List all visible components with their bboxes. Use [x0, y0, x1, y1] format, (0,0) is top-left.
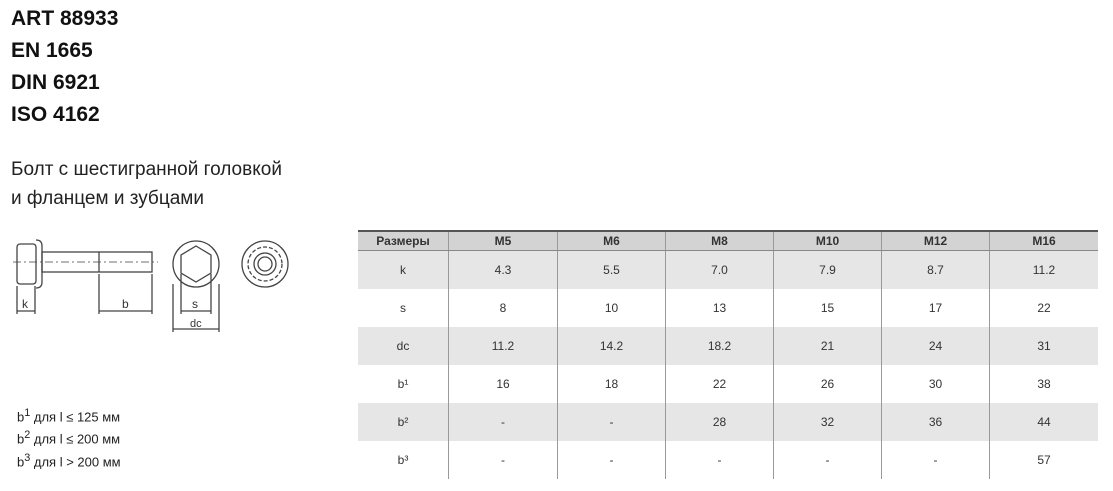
table-cell: 57 — [989, 441, 1098, 479]
table-cell: - — [881, 441, 990, 479]
bolt-top-view: s dc — [172, 240, 220, 332]
table-cell: 26 — [773, 365, 882, 403]
table-cell: 10 — [557, 289, 666, 327]
dimensions-table: Размеры M5 M6 M8 M10 M12 M16 k 4.3 5.5 7.0 7… — [358, 230, 1098, 479]
bolt-technical-drawing: k b s dc — [13, 239, 289, 332]
b-length-notes: b1 для l ≤ 125 мм b2 для l ≤ 200 мм b3 д… — [17, 404, 121, 471]
table-cell: - — [557, 403, 666, 441]
table-cell: 24 — [881, 327, 990, 365]
table-cell: 36 — [881, 403, 990, 441]
table-cell: 16 — [448, 365, 558, 403]
table-cell: 4.3 — [448, 250, 558, 289]
table-cell: 5.5 — [557, 250, 666, 289]
note-b3: b3 для l > 200 мм — [17, 451, 121, 469]
table-row: b² - -28 32 36 44 — [358, 403, 1098, 441]
standard-iso: ISO 4162 — [11, 103, 100, 126]
label-dc: dc — [190, 318, 202, 330]
description-line-1: Болт с шестигранной головкой — [11, 159, 282, 180]
table-cell: 8 — [448, 289, 558, 327]
table-row: k 4.3 5.5 7.0 7.9 8.7 11.2 — [358, 250, 1098, 289]
table-header-row: Размеры M5 M6 M8 M10 M12 M16 — [358, 230, 1098, 251]
table-cell: - — [773, 441, 882, 479]
table-cell: - — [448, 403, 558, 441]
table-cell: - — [448, 441, 558, 479]
header-m12: M12 — [881, 230, 990, 251]
header-m16: M16 — [989, 230, 1098, 251]
product-description: Болт с шестигранной головкой и фланцем и… — [11, 155, 282, 213]
row-label: k — [358, 250, 449, 289]
table-cell: - — [557, 441, 666, 479]
standard-art: ART 88933 — [11, 7, 119, 30]
table-cell: 11.2 — [989, 250, 1098, 289]
label-s: s — [192, 297, 198, 311]
table-cell: 17 — [881, 289, 990, 327]
header-m10: M10 — [773, 230, 882, 251]
row-label: dc — [358, 327, 449, 365]
bolt-side-view: k b — [13, 239, 158, 314]
table-cell: 7.0 — [665, 250, 774, 289]
table-row: s 8 10 13 15 17 22 — [358, 289, 1098, 327]
table-cell: 18 — [557, 365, 666, 403]
header-m6: M6 — [557, 230, 666, 251]
standard-din: DIN 6921 — [11, 71, 100, 94]
header-m8: M8 — [665, 230, 774, 251]
row-label: b³ — [397, 453, 409, 467]
header-m5: M5 — [448, 230, 558, 251]
table-cell: 30 — [881, 365, 990, 403]
row-label: b¹ — [397, 377, 409, 391]
table-cell: 14.2 — [557, 327, 666, 365]
note-b1: b1 для l ≤ 125 мм — [17, 407, 121, 425]
table-cell: 28 — [665, 403, 774, 441]
table-cell: - — [665, 441, 774, 479]
table-row: b³ - - - - -57 — [358, 441, 1098, 479]
note-b2: b2 для l ≤ 200 мм — [17, 429, 121, 447]
table-cell: 44 — [989, 403, 1098, 441]
table-cell: 38 — [989, 365, 1098, 403]
table-cell: 8.7 — [881, 250, 990, 289]
description-line-2: и фланцем и зубцами — [11, 188, 204, 209]
table-cell: 31 — [989, 327, 1098, 365]
table-cell: 32 — [773, 403, 882, 441]
table-cell: 15 — [773, 289, 882, 327]
table-cell: 11.2 — [448, 327, 558, 365]
label-k: k — [22, 297, 29, 311]
table-cell: 18.2 — [665, 327, 774, 365]
row-label: s — [400, 301, 406, 315]
header-sizes: Размеры — [358, 230, 449, 251]
table-cell: 13 — [665, 289, 774, 327]
table-row: dc 11.2 14.2 18.2 21 24 31 — [358, 327, 1098, 365]
table-cell: 7.9 — [773, 250, 882, 289]
table-cell: 22 — [989, 289, 1098, 327]
row-label: b² — [358, 403, 449, 441]
bolt-bottom-view — [241, 240, 289, 288]
table-cell: 22 — [665, 365, 774, 403]
label-b: b — [122, 297, 129, 311]
table-cell: 21 — [773, 327, 882, 365]
standard-en: EN 1665 — [11, 39, 93, 62]
table-row: b¹ 16 18 22 26 30 38 — [358, 365, 1098, 403]
